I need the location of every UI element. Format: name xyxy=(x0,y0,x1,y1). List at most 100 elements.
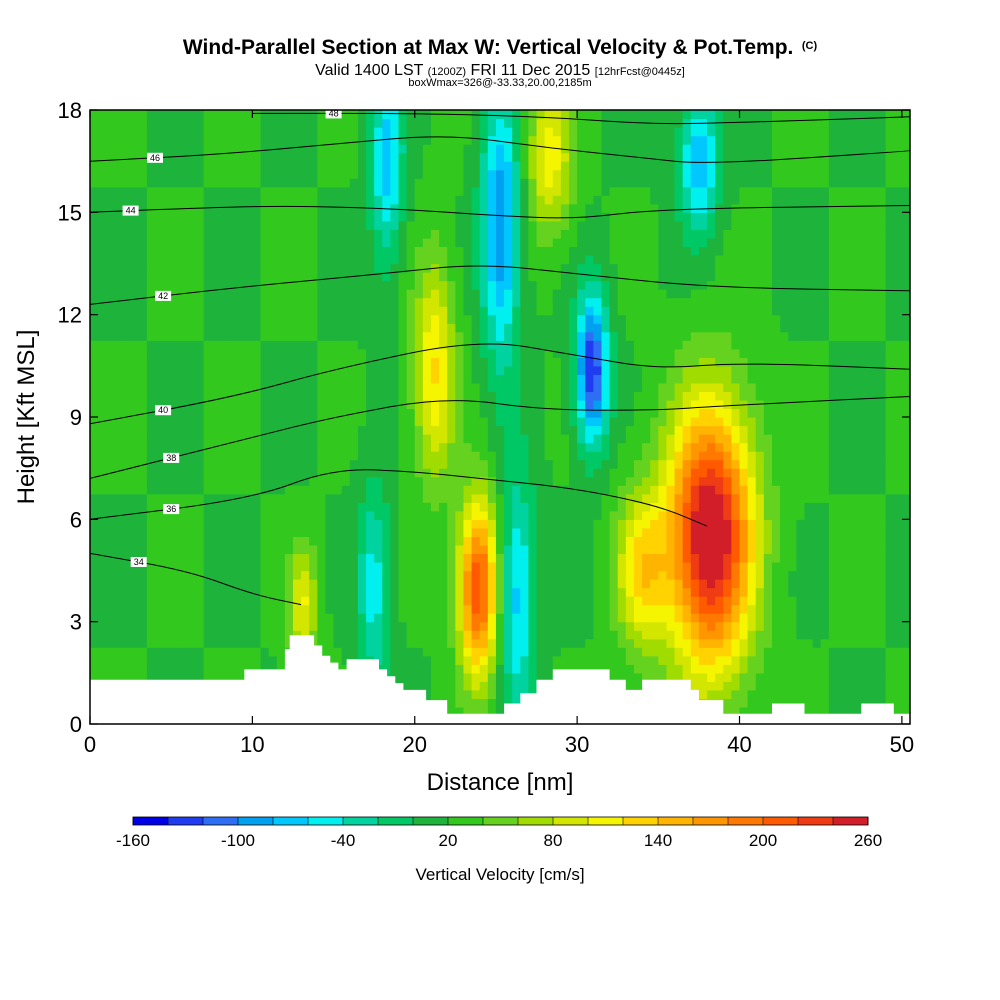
velocity-cell xyxy=(219,561,229,572)
velocity-cell xyxy=(414,408,424,418)
velocity-cell xyxy=(301,263,310,273)
velocity-cell xyxy=(406,493,416,503)
velocity-cell xyxy=(219,212,229,222)
velocity-cell xyxy=(569,391,578,401)
velocity-cell xyxy=(211,178,221,188)
velocity-cell xyxy=(366,570,375,580)
velocity-cell xyxy=(236,289,245,299)
velocity-cell xyxy=(520,306,530,316)
velocity-cell xyxy=(439,672,448,682)
velocity-cell xyxy=(252,527,262,537)
velocity-cell xyxy=(569,314,578,324)
velocity-cell xyxy=(333,570,343,580)
velocity-cell xyxy=(633,314,643,324)
velocity-cell xyxy=(495,638,505,648)
velocity-cell xyxy=(536,408,546,418)
velocity-cell xyxy=(487,323,497,333)
velocity-cell xyxy=(341,570,351,580)
velocity-cell xyxy=(268,553,278,563)
velocity-cell xyxy=(260,254,270,265)
velocity-cell xyxy=(228,630,237,640)
velocity-cell xyxy=(260,161,270,171)
velocity-cell xyxy=(609,519,619,529)
velocity-cell xyxy=(447,229,456,239)
velocity-cell xyxy=(138,246,148,256)
velocity-cell xyxy=(284,272,294,282)
velocity-cell xyxy=(552,442,562,452)
velocity-cell xyxy=(236,280,245,290)
velocity-cell xyxy=(642,229,651,239)
velocity-cell xyxy=(301,374,310,384)
velocity-cell xyxy=(439,152,448,162)
velocity-cell xyxy=(106,246,115,256)
velocity-cell xyxy=(366,468,375,478)
velocity-cell xyxy=(106,434,115,444)
velocity-cell xyxy=(211,647,221,657)
velocity-cell xyxy=(268,621,278,631)
velocity-cell xyxy=(422,161,432,171)
velocity-cell xyxy=(138,382,148,393)
velocity-cell xyxy=(333,596,343,606)
velocity-cell xyxy=(382,561,391,572)
velocity-cell xyxy=(219,280,229,290)
velocity-cell xyxy=(439,263,448,273)
velocity-cell xyxy=(406,519,416,529)
velocity-cell xyxy=(439,399,448,410)
velocity-cell xyxy=(171,246,180,256)
velocity-cell xyxy=(106,638,115,648)
velocity-cell xyxy=(374,476,383,486)
velocity-cell xyxy=(252,613,262,623)
velocity-cell xyxy=(138,638,148,648)
velocity-cell xyxy=(317,510,327,520)
velocity-cell xyxy=(122,229,132,239)
velocity-cell xyxy=(276,417,286,427)
velocity-cell xyxy=(617,579,627,589)
velocity-cell xyxy=(276,118,286,128)
velocity-cell xyxy=(593,323,603,333)
velocity-cell xyxy=(382,587,391,597)
velocity-cell xyxy=(179,263,189,273)
velocity-cell xyxy=(98,297,107,307)
velocity-cell xyxy=(268,382,278,393)
velocity-cell xyxy=(544,306,554,316)
velocity-cell xyxy=(642,246,651,256)
velocity-cell xyxy=(382,323,391,333)
velocity-cell xyxy=(98,212,107,222)
velocity-cell xyxy=(195,110,205,120)
velocity-cell xyxy=(528,664,538,674)
velocity-cell xyxy=(171,485,180,495)
velocity-cell xyxy=(260,263,270,273)
velocity-cell xyxy=(585,476,594,486)
velocity-cell xyxy=(325,382,335,393)
velocity-cell xyxy=(211,485,221,495)
velocity-cell xyxy=(585,161,594,171)
velocity-cell xyxy=(146,493,156,503)
velocity-cell xyxy=(130,596,140,606)
velocity-cell xyxy=(617,451,627,461)
velocity-cell xyxy=(390,306,400,316)
velocity-cell xyxy=(260,613,270,623)
velocity-cell xyxy=(114,382,124,393)
velocity-cell xyxy=(504,161,513,171)
velocity-cell xyxy=(528,579,538,589)
velocity-cell xyxy=(349,110,359,120)
velocity-cell xyxy=(366,272,375,282)
velocity-cell xyxy=(569,280,578,290)
velocity-cell xyxy=(90,348,99,358)
velocity-cell xyxy=(333,340,343,350)
velocity-cell xyxy=(244,348,253,358)
velocity-cell xyxy=(179,613,189,623)
velocity-cell xyxy=(301,203,310,213)
velocity-cell xyxy=(219,144,229,154)
velocity-cell xyxy=(544,152,554,162)
velocity-cell xyxy=(301,306,310,316)
velocity-cell xyxy=(325,331,335,341)
velocity-cell xyxy=(90,647,99,657)
velocity-cell xyxy=(495,357,505,367)
velocity-cell xyxy=(577,647,586,657)
velocity-cell xyxy=(203,621,213,631)
velocity-cell xyxy=(301,510,310,520)
velocity-cell xyxy=(349,459,359,469)
velocity-cell xyxy=(114,263,124,273)
velocity-cell xyxy=(260,203,270,213)
